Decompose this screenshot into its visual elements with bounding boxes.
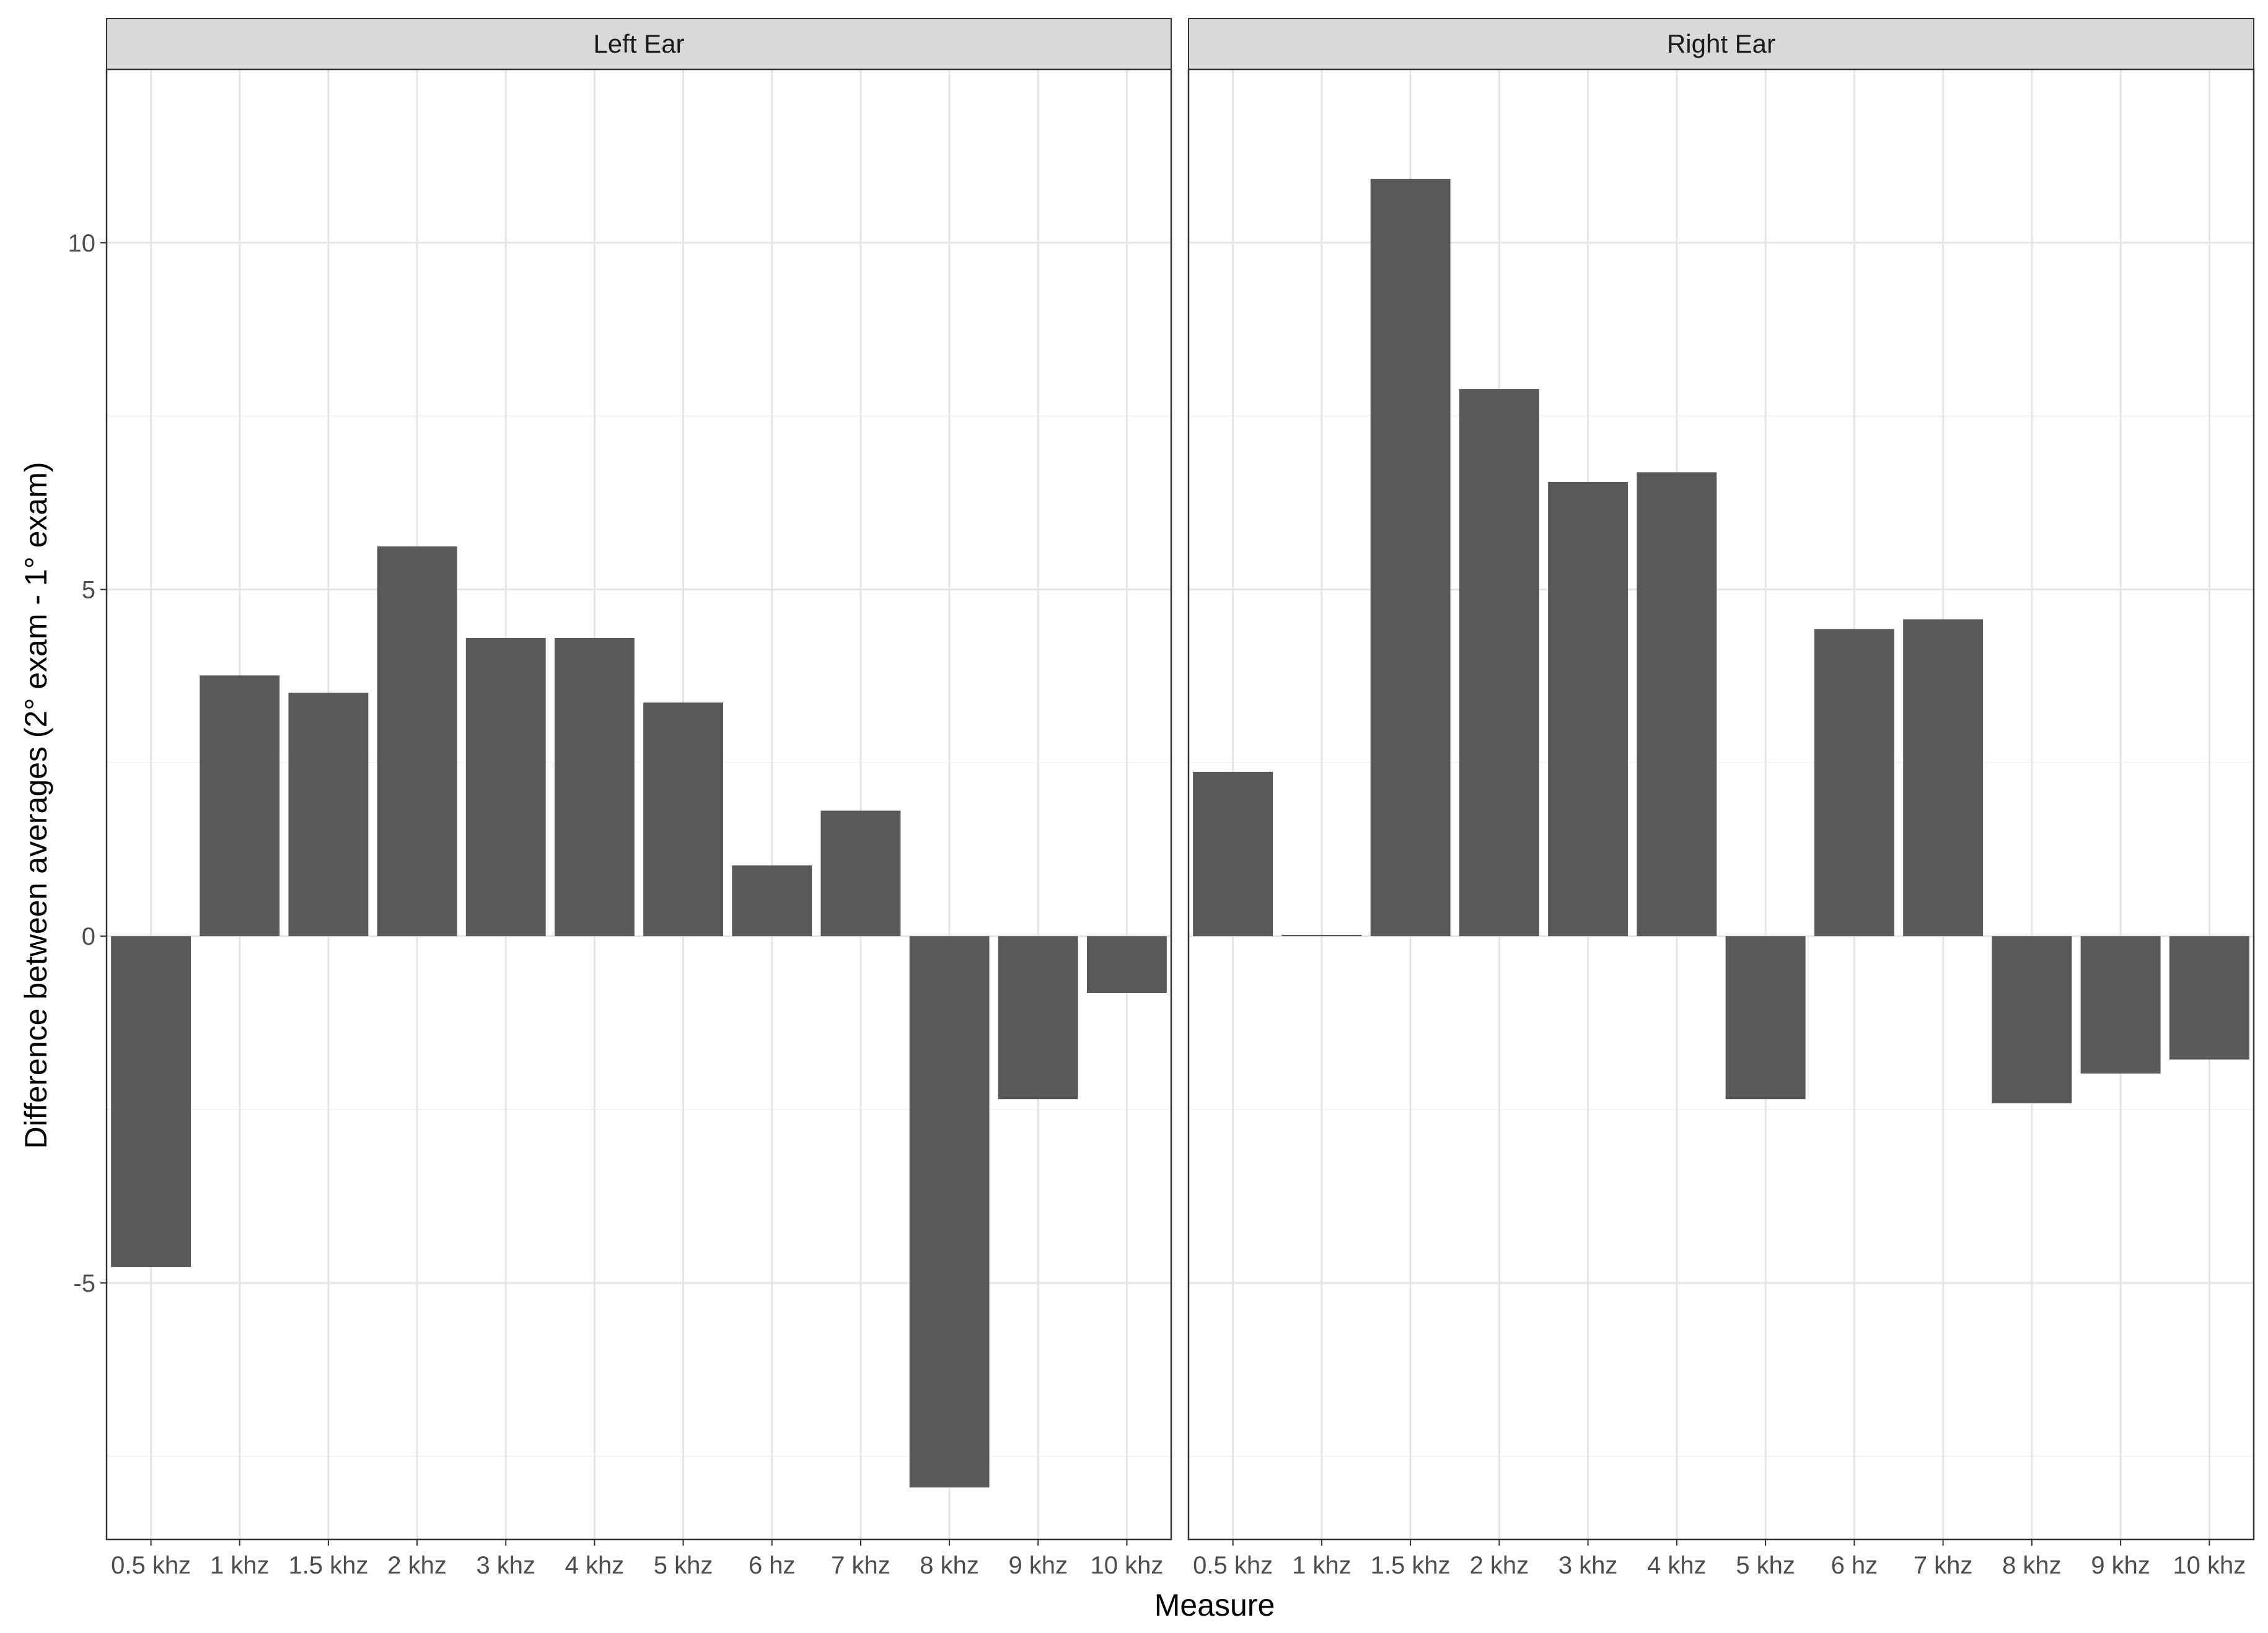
x-tick-label: 3 khz <box>1558 1552 1618 1579</box>
panel-right-ear: Right Ear 0.5 khz 1 khz 1.5 khz 2 khz 3 khz 4 … <box>1187 18 2255 1579</box>
bar-4-khz <box>1637 472 1717 937</box>
panel-left-ear: Left Ear 0.5 khz 1 khz 1.5 khz 2 khz 3 khz 4 k… <box>105 18 1172 1579</box>
panel-background <box>1189 69 2254 1539</box>
x-tick-label: 6 hz <box>749 1552 796 1579</box>
x-tick-label: 10 khz <box>2173 1552 2246 1579</box>
bar-5-khz <box>643 702 724 937</box>
panel-strip <box>106 18 1172 70</box>
bar-1-5-khz <box>288 693 369 937</box>
x-tick-label: 5 khz <box>654 1552 713 1579</box>
bar-9-khz <box>2080 936 2161 1074</box>
y-tick-label: 5 <box>82 577 95 604</box>
x-tick-label: 3 khz <box>476 1552 535 1579</box>
x-tick-label: 6 hz <box>1831 1552 1878 1579</box>
bar-6-hz <box>1814 629 1894 937</box>
x-tick-label: 8 khz <box>920 1552 979 1579</box>
bar-10-khz <box>2169 936 2249 1060</box>
y-tick-label: -5 <box>73 1270 95 1297</box>
x-tick-label: 10 khz <box>1090 1552 1163 1579</box>
x-tick-label: 0.5 khz <box>1193 1552 1273 1579</box>
y-tick-label: 0 <box>82 923 95 950</box>
y-axis: -5 0 5 10 <box>68 230 107 1297</box>
x-tick-label: 7 khz <box>831 1552 890 1579</box>
bar-8-khz <box>1992 936 2072 1103</box>
bar-1-khz <box>200 675 280 937</box>
bar-0-5-khz <box>1193 771 1273 937</box>
x-tick-label: 2 khz <box>387 1552 447 1579</box>
bar-2-khz <box>1459 389 1539 937</box>
x-tick-label: 1 khz <box>1292 1552 1352 1579</box>
x-tick-label: 0.5 khz <box>111 1552 191 1579</box>
facet-panels: Left Ear 0.5 khz 1 khz 1.5 khz 2 khz 3 khz 4 k… <box>105 18 2255 1579</box>
bar-9-khz <box>998 936 1078 1100</box>
panel-strip-title: Right Ear <box>1667 29 1775 58</box>
x-tick-label: 4 khz <box>1647 1552 1707 1579</box>
bar-1-khz <box>1281 934 1362 937</box>
x-tick-label: 1.5 khz <box>1371 1552 1451 1579</box>
x-tick-label: 2 khz <box>1470 1552 1529 1579</box>
x-tick-label: 8 khz <box>2002 1552 2062 1579</box>
x-axis-title: Measure <box>1154 1588 1275 1622</box>
x-tick-label: 9 khz <box>1008 1552 1068 1579</box>
x-tick-label: 1 khz <box>210 1552 270 1579</box>
panel-strip <box>1188 18 2254 70</box>
bar-7-khz <box>820 810 901 937</box>
bar-10-khz <box>1086 936 1167 993</box>
bar-6-hz <box>732 865 812 937</box>
bar-0-5-khz <box>111 936 191 1267</box>
panel-background <box>107 69 1171 1539</box>
bar-3-khz <box>465 637 546 937</box>
y-axis-title: Difference between averages (2° exam - 1… <box>19 462 53 1149</box>
x-tick-label: 1.5 khz <box>288 1552 368 1579</box>
bar-5-khz <box>1725 936 1806 1100</box>
x-tick-label: 9 khz <box>2091 1552 2150 1579</box>
x-tick-label: 5 khz <box>1736 1552 1795 1579</box>
bar-2-khz <box>377 546 457 937</box>
panel-border <box>1187 68 2255 1541</box>
bar-1-5-khz <box>1370 178 1451 937</box>
y-tick-label: 10 <box>68 230 96 257</box>
x-tick-label: 4 khz <box>565 1552 625 1579</box>
x-tick-label: 7 khz <box>1914 1552 1973 1579</box>
bar-4-khz <box>554 637 635 937</box>
panel-border <box>105 68 1172 1541</box>
bar-8-khz <box>909 936 990 1488</box>
panel-strip-title: Left Ear <box>593 29 684 58</box>
bar-3-khz <box>1548 482 1628 937</box>
bar-7-khz <box>1903 619 1984 937</box>
